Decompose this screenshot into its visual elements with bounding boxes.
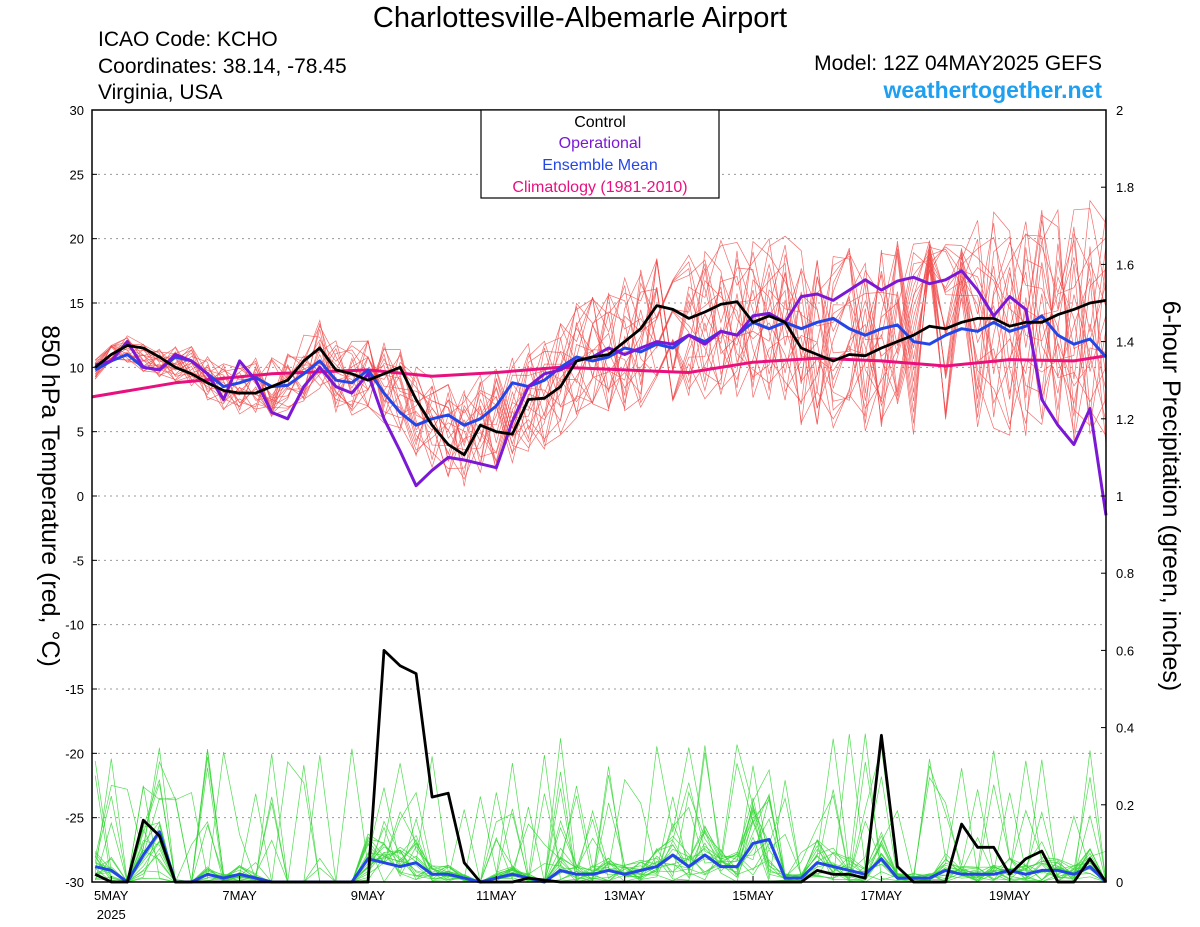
right-tick-label: 0.2 bbox=[1116, 798, 1134, 813]
right-tick-label: 1.8 bbox=[1116, 180, 1134, 195]
precip-member-line bbox=[94, 757, 1107, 883]
left-tick-label: -5 bbox=[72, 553, 84, 568]
x-tick-label: 13MAY bbox=[604, 888, 646, 903]
left-tick-label: 20 bbox=[70, 232, 84, 247]
chart-title: Charlottesville-Albemarle Airport bbox=[372, 2, 788, 34]
x-tick-label: 17MAY bbox=[861, 888, 903, 903]
x-tick-label: 11MAY bbox=[476, 888, 517, 903]
x-tick-label: 15MAY bbox=[732, 888, 774, 903]
left-tick-label: 25 bbox=[70, 167, 84, 182]
precip-member-line bbox=[95, 733, 1107, 883]
right-tick-label: 0.8 bbox=[1116, 566, 1134, 581]
right-tick-label: 1.2 bbox=[1116, 412, 1134, 427]
x-tick-year: 2025 bbox=[97, 907, 126, 922]
legend: Control Operational Ensemble Mean Climat… bbox=[480, 109, 720, 199]
operational-temp-line bbox=[94, 269, 1108, 516]
site-link[interactable]: weathertogether.net bbox=[883, 77, 1102, 103]
temp-member-line bbox=[94, 233, 1107, 469]
y-axis-label-left: 850 hPa Temperature (red, °C) bbox=[36, 325, 64, 667]
model-run: Model: 12Z 04MAY2025 GEFS bbox=[814, 52, 1102, 75]
ensemble-members bbox=[94, 199, 1107, 883]
control-temp-line bbox=[94, 299, 1107, 457]
x-tick-label: 5MAY bbox=[94, 888, 129, 903]
temp-member-line bbox=[94, 214, 1107, 480]
right-tick-label: 1 bbox=[1116, 489, 1123, 504]
right-tick-label: 1.4 bbox=[1116, 335, 1134, 350]
x-tick-label: 9MAY bbox=[351, 888, 386, 903]
y-axis-label-right: 6-hour Precipitation (green, inches) bbox=[1157, 301, 1185, 691]
temp-member-line bbox=[94, 233, 1107, 455]
left-tick-label: -20 bbox=[65, 746, 84, 761]
precip-member-line bbox=[94, 747, 1107, 883]
legend-box bbox=[480, 109, 720, 199]
control-precip-line bbox=[94, 649, 1108, 884]
left-tick-label: 30 bbox=[70, 103, 84, 118]
precip-member-line bbox=[95, 746, 1107, 883]
left-tick-label: -25 bbox=[65, 811, 84, 826]
legend-ensemble-mean: Ensemble Mean bbox=[542, 157, 658, 174]
left-tick-label: 15 bbox=[70, 296, 84, 311]
x-tick-label: 7MAY bbox=[222, 888, 257, 903]
right-tick-label: 1.6 bbox=[1116, 257, 1134, 272]
region: Virginia, USA bbox=[98, 81, 223, 104]
left-tick-label: -30 bbox=[65, 875, 84, 890]
ensemble-mean-temp-line bbox=[94, 314, 1108, 427]
x-tick-label: 19MAY bbox=[989, 888, 1031, 903]
right-tick-label: 0 bbox=[1116, 875, 1123, 890]
right-tick-label: 0.6 bbox=[1116, 643, 1134, 658]
legend-control: Control bbox=[574, 114, 626, 131]
series-lines bbox=[91, 269, 1108, 884]
precip-member-line bbox=[94, 745, 1107, 883]
icao-code: ICAO Code: KCHO bbox=[98, 28, 278, 51]
coordinates: Coordinates: 38.14, -78.45 bbox=[98, 55, 347, 78]
ensemble-mean-precip-line bbox=[94, 830, 1108, 884]
left-tick-label: 10 bbox=[70, 360, 84, 375]
left-tick-label: -10 bbox=[65, 618, 84, 633]
precip-member-line bbox=[94, 758, 1107, 883]
left-tick-label: 5 bbox=[77, 425, 84, 440]
right-tick-label: 2 bbox=[1116, 103, 1123, 118]
axis-ticks: 302520151050-5-10-15-20-25-3021.81.61.41… bbox=[65, 103, 1134, 922]
temp-member-line bbox=[94, 208, 1107, 487]
precip-member-line bbox=[95, 748, 1107, 883]
left-tick-label: -15 bbox=[65, 682, 84, 697]
legend-operational: Operational bbox=[559, 135, 642, 152]
left-tick-label: 0 bbox=[77, 489, 84, 504]
legend-climatology: Climatology (1981-2010) bbox=[512, 179, 687, 196]
precip-member-line bbox=[95, 733, 1107, 883]
right-tick-label: 0.4 bbox=[1116, 721, 1134, 736]
climatology-line bbox=[91, 354, 1107, 399]
precip-member-line bbox=[94, 753, 1107, 883]
grid-lines bbox=[92, 173, 1106, 819]
plot-frame bbox=[91, 109, 1107, 883]
